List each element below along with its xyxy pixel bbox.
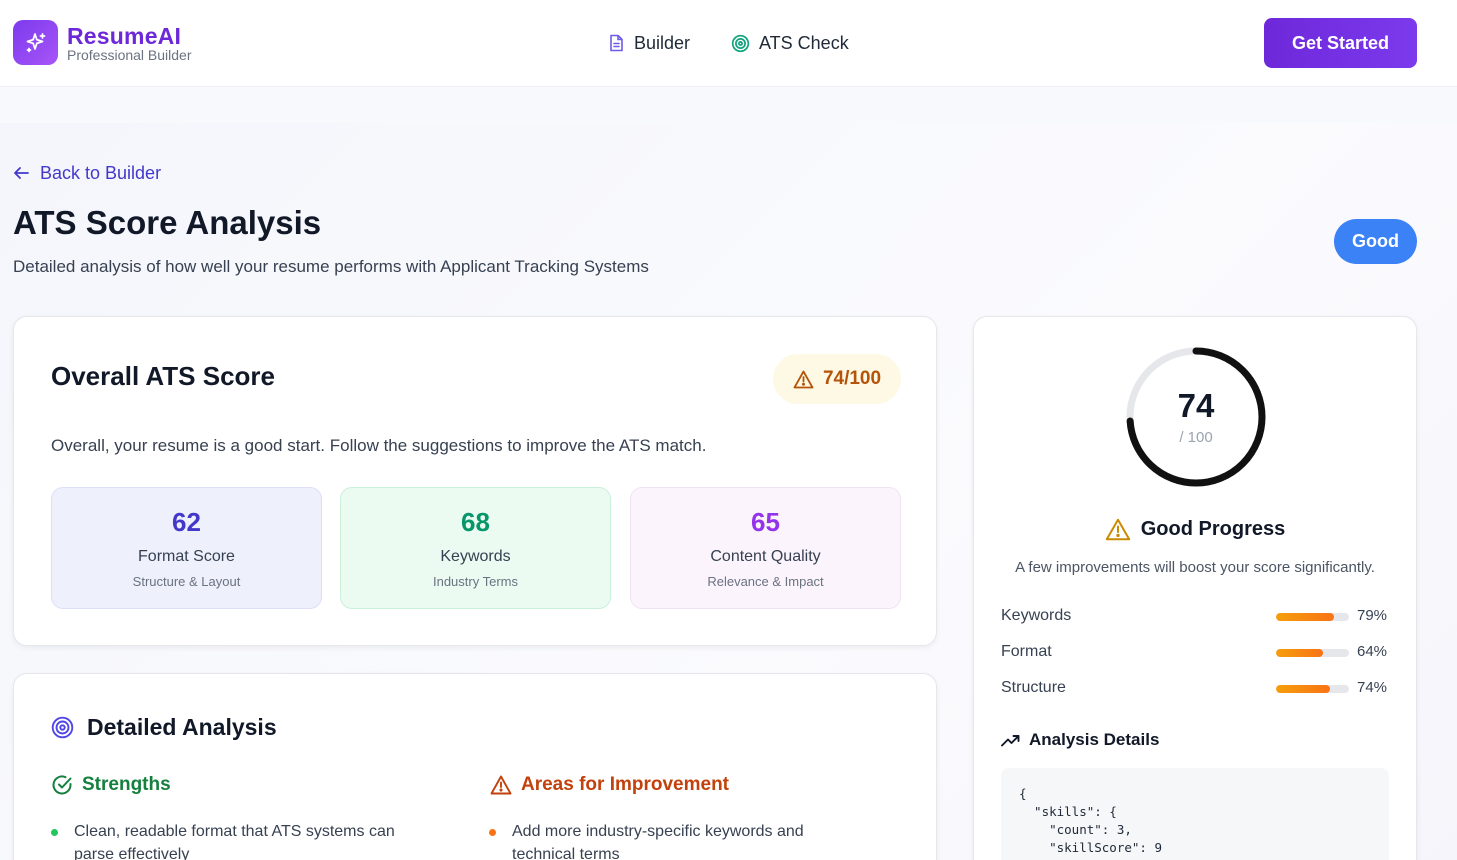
score-pill-value: 74/100	[822, 368, 882, 389]
get-started-button[interactable]: Get Started	[1264, 18, 1417, 68]
target-icon	[731, 34, 750, 52]
bar-label: Format	[1001, 643, 1052, 660]
metric-label: Keywords	[440, 548, 511, 565]
strength-item: Clean, readable format that ATS systems …	[51, 820, 421, 860]
format-bar-row: Format 64%	[1001, 643, 1391, 663]
back-to-builder-link[interactable]: Back to Builder	[13, 161, 161, 185]
analysis-details-code: { "skills": { "count": 3, "skillScore": …	[1001, 768, 1389, 860]
bar-track	[1276, 649, 1349, 657]
score-value: 74	[1177, 387, 1215, 424]
improvements-title: Areas for Improvement	[521, 774, 730, 795]
document-icon	[610, 34, 623, 52]
structure-bar-row: Structure 74%	[1001, 679, 1391, 699]
arrow-left-icon	[14, 167, 29, 179]
overall-score-title: Overall ATS Score	[51, 361, 275, 391]
logo[interactable]	[13, 20, 58, 65]
bar-label: Keywords	[1001, 607, 1072, 624]
score-ring: 74 / 100	[1124, 345, 1268, 489]
page-title: ATS Score Analysis	[13, 204, 322, 241]
brand-tagline: Professional Builder	[67, 47, 192, 63]
bar-fill	[1276, 649, 1323, 657]
back-to-builder-label: Back to Builder	[40, 162, 162, 183]
warning-icon	[1105, 518, 1130, 541]
metric-sublabel: Relevance & Impact	[707, 574, 824, 589]
metric-value: 62	[172, 507, 201, 537]
progress-heading: Good Progress	[974, 518, 1416, 541]
keywords-bar-row: Keywords 79%	[1001, 607, 1391, 627]
improvement-item: Add more industry-specific keywords and …	[489, 820, 859, 860]
overall-description: Overall, your resume is a good start. Fo…	[51, 436, 707, 455]
content-quality-tile: 65 Content Quality Relevance & Impact	[630, 487, 901, 609]
metric-value: 65	[751, 507, 780, 537]
metric-label: Content Quality	[710, 548, 821, 565]
trending-up-icon	[1001, 734, 1020, 746]
keywords-score-tile: 68 Keywords Industry Terms	[340, 487, 611, 609]
nav-builder[interactable]: Builder	[608, 31, 690, 55]
bar-fill	[1276, 613, 1334, 621]
metric-sublabel: Structure & Layout	[132, 574, 241, 589]
nav-builder-label: Builder	[634, 32, 691, 53]
strengths-title: Strengths	[82, 774, 171, 795]
metric-label: Format Score	[138, 548, 235, 565]
sparkles-icon	[26, 32, 45, 52]
bar-track	[1276, 685, 1349, 693]
improvements-heading: Areas for Improvement	[490, 772, 729, 798]
nav-ats-check[interactable]: ATS Check	[731, 31, 849, 55]
bar-label: Structure	[1001, 679, 1066, 696]
score-max: / 100	[1179, 429, 1213, 446]
rating-badge: Good	[1334, 219, 1417, 264]
detailed-analysis-title: Detailed Analysis	[87, 714, 277, 740]
bar-track	[1276, 613, 1349, 621]
bar-percent: 74%	[1357, 679, 1388, 696]
analysis-details-title: Analysis Details	[1029, 730, 1160, 749]
score-ring-progress	[1126, 347, 1266, 487]
nav-ats-check-label: ATS Check	[759, 32, 849, 53]
bar-fill	[1276, 685, 1331, 693]
detailed-analysis-card: Detailed Analysis Strengths Areas for Im…	[13, 673, 937, 860]
metric-value: 68	[461, 507, 490, 537]
progress-title: Good Progress	[1140, 518, 1286, 540]
bar-percent: 64%	[1357, 643, 1388, 660]
score-summary-card: 74 / 100 Good Progress A few improvement…	[973, 316, 1417, 860]
target-icon	[51, 716, 74, 739]
analysis-details-heading: Analysis Details	[1001, 730, 1159, 750]
brand-name[interactable]: ResumeAI	[67, 23, 182, 49]
score-ring-chart	[1126, 347, 1266, 487]
bar-percent: 79%	[1357, 607, 1388, 624]
warning-icon	[793, 370, 814, 388]
top-header: ResumeAI Professional Builder Builder AT…	[0, 0, 1457, 87]
progress-description: A few improvements will boost your score…	[1015, 559, 1375, 576]
page-subtitle: Detailed analysis of how well your resum…	[13, 257, 649, 276]
check-circle-icon	[52, 775, 72, 795]
overall-score-card: Overall ATS Score 74/100 Overall, your r…	[13, 316, 937, 646]
warning-icon	[490, 775, 512, 795]
format-score-tile: 62 Format Score Structure & Layout	[51, 487, 322, 609]
score-pill: 74/100	[773, 354, 901, 404]
strengths-heading: Strengths	[51, 772, 171, 798]
metric-sublabel: Industry Terms	[432, 574, 518, 589]
